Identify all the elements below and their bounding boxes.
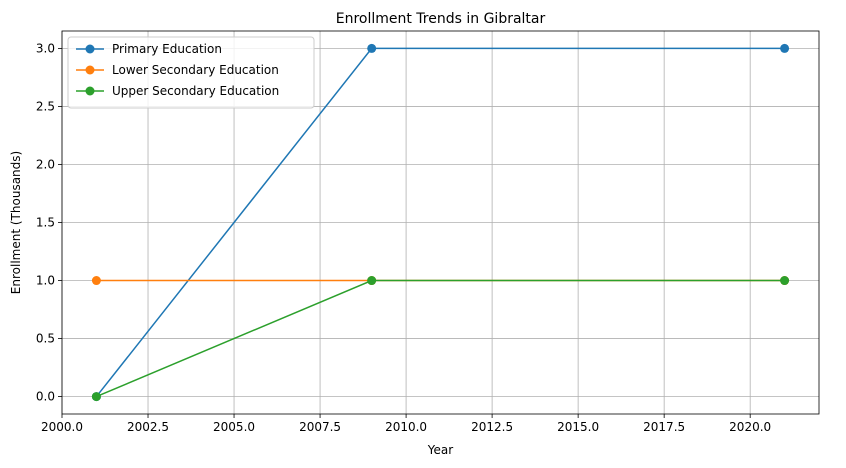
x-tick-label: 2000.0 — [41, 420, 83, 434]
legend-marker — [85, 44, 95, 54]
legend-label: Primary Education — [112, 42, 222, 56]
y-axis-label: Enrollment (Thousands) — [9, 151, 23, 294]
x-axis-ticks: 2000.0 2002.5 2005.0 2007.5 2010.0 2012.5 2015… — [41, 414, 771, 434]
data-point — [91, 392, 101, 402]
x-tick-label: 2002.5 — [127, 420, 169, 434]
series-3 — [91, 276, 790, 402]
y-tick-label: 0.0 — [36, 390, 55, 404]
legend-label: Upper Secondary Education — [112, 84, 279, 98]
y-tick-label: 1.0 — [36, 274, 55, 288]
data-point — [367, 43, 377, 53]
legend-label: Lower Secondary Education — [112, 63, 279, 77]
data-point — [780, 43, 790, 53]
legend-marker — [85, 86, 95, 96]
legend-item: Upper Secondary Education — [76, 84, 279, 98]
x-axis-label: Year — [427, 443, 453, 457]
x-tick-label: 2010.0 — [385, 420, 427, 434]
y-tick-label: 3.0 — [36, 41, 55, 55]
legend-box — [67, 36, 315, 109]
legend-item: Primary Education — [76, 42, 222, 56]
legend-marker — [85, 65, 95, 75]
data-point — [367, 276, 377, 286]
x-tick-label: 2007.5 — [299, 420, 341, 434]
x-tick-label: 2012.5 — [471, 420, 513, 434]
series-group — [91, 43, 790, 402]
x-tick-label: 2005.0 — [213, 420, 255, 434]
y-tick-label: 2.0 — [36, 157, 55, 171]
legend: Primary Education Lower Secondary Educati… — [67, 36, 315, 109]
x-tick-label: 2020.0 — [729, 420, 771, 434]
y-tick-label: 0.5 — [36, 332, 55, 346]
data-point — [91, 276, 101, 286]
chart-title: Enrollment Trends in Gibraltar — [336, 11, 546, 27]
x-tick-label: 2015.0 — [557, 420, 599, 434]
data-point — [780, 276, 790, 286]
y-axis-ticks: 0.0 0.5 1.0 1.5 2.0 2.5 3.0 — [36, 41, 62, 404]
x-tick-label: 2017.5 — [643, 420, 685, 434]
legend-item: Lower Secondary Education — [76, 63, 279, 77]
y-tick-label: 2.5 — [36, 99, 55, 113]
y-tick-label: 1.5 — [36, 216, 55, 230]
